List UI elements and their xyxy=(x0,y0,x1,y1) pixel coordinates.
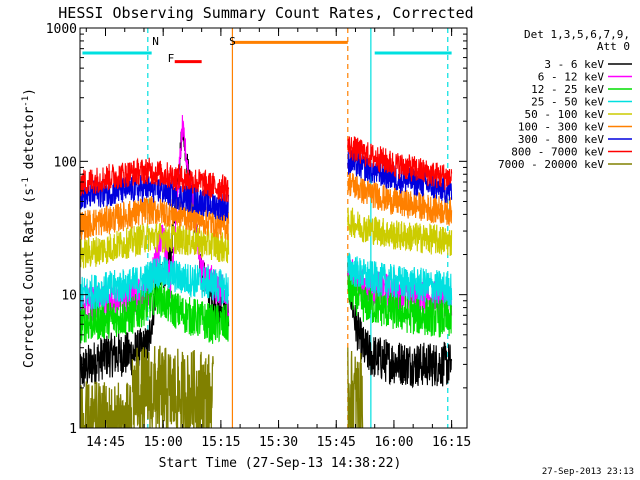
y-tick-label-1: 10 xyxy=(61,289,77,304)
x-tick-label-2: 15:15 xyxy=(201,435,240,450)
series-3-segment-0 xyxy=(80,255,230,311)
plot-frame xyxy=(79,27,468,429)
chart-title: HESSI Observing Summary Count Rates, Cor… xyxy=(58,4,473,22)
legend-header-1: Att 0 xyxy=(597,40,630,53)
series-5-segment-1 xyxy=(347,171,453,226)
legend-label-7: 800 - 7000 keV xyxy=(511,146,604,159)
series-8 xyxy=(80,345,364,428)
legend-label-5: 100 - 300 keV xyxy=(518,121,604,134)
footer-timestamp: 27-Sep-2013 23:13 xyxy=(542,467,634,477)
series-6-segment-0 xyxy=(80,175,230,222)
series-8-segment-1 xyxy=(131,345,214,428)
series-2-segment-0 xyxy=(80,278,230,344)
series-lines xyxy=(80,114,453,428)
legend-label-4: 50 - 100 keV xyxy=(525,108,605,121)
y-tick-label-3: 1000 xyxy=(46,22,77,37)
flag-label-f: F xyxy=(168,52,175,65)
x-tick-label-5: 16:00 xyxy=(374,435,413,450)
series-3-segment-1 xyxy=(347,252,453,307)
series-7-segment-0 xyxy=(80,157,230,203)
legend-label-1: 6 - 12 keV xyxy=(538,71,605,84)
flag-bars: NF S xyxy=(82,35,452,65)
x-tick-label-4: 15:45 xyxy=(317,435,356,450)
x-tick-label-0: 14:45 xyxy=(86,435,125,450)
legend-label-2: 12 - 25 keV xyxy=(531,83,604,96)
x-tick-label-6: 16:15 xyxy=(432,435,471,450)
x-axis-label: Start Time (27-Sep-13 14:38:22) xyxy=(159,456,402,471)
y-axis-label: Corrected Count Rate (s-1 detector-1) xyxy=(21,88,37,368)
legend-label-0: 3 - 6 keV xyxy=(544,58,604,71)
x-tick-label-1: 15:00 xyxy=(144,435,183,450)
series-7 xyxy=(80,136,453,203)
series-8-segment-2 xyxy=(347,347,364,428)
y-tick-label-2: 100 xyxy=(54,155,77,170)
y-tick-label-0: 1 xyxy=(69,422,77,437)
series-7-segment-1 xyxy=(347,136,453,191)
series-2-segment-1 xyxy=(347,273,453,338)
series-8-segment-0 xyxy=(80,381,133,428)
flag-label-n: N xyxy=(152,35,159,48)
legend-label-8: 7000 - 20000 keV xyxy=(498,158,604,171)
legend-label-3: 25 - 50 keV xyxy=(531,96,604,109)
axes: 14:45 15:00 15:15 15:30 15:45 16:00 16:15 1 10 10… xyxy=(46,22,472,450)
series-4 xyxy=(80,207,453,269)
x-tick-label-3: 15:30 xyxy=(259,435,298,450)
series-4-segment-0 xyxy=(80,222,230,269)
series-0-segment-1 xyxy=(347,262,453,389)
legend-header-0: Det 1,3,5,6,7,9, xyxy=(524,28,630,41)
series-4-segment-1 xyxy=(347,207,453,257)
series-3 xyxy=(80,252,453,311)
flag-label-s: S xyxy=(229,35,236,48)
series-2 xyxy=(80,273,453,344)
legend-label-6: 300 - 800 keV xyxy=(518,133,604,146)
